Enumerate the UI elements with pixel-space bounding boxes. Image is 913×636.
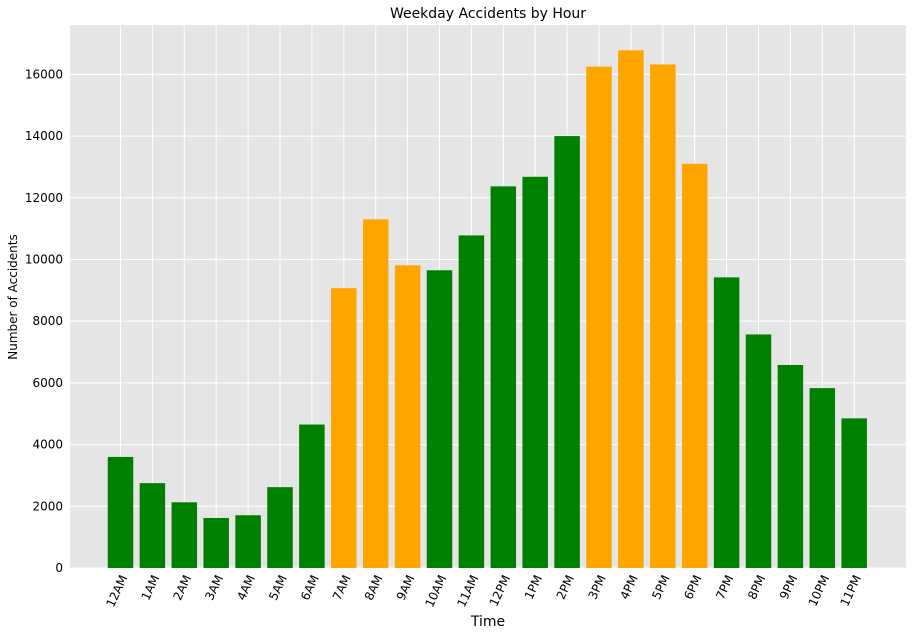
bar-10PM: [809, 388, 836, 568]
y-tick-label: 14000: [25, 129, 63, 143]
bar-5PM: [650, 64, 676, 568]
x-tick-label: 12PM: [487, 573, 514, 609]
bar-9AM: [394, 265, 421, 568]
x-tick-label: 11AM: [454, 573, 481, 610]
x-tick-label: 9AM: [394, 573, 418, 603]
x-tick-label: 6PM: [681, 573, 704, 602]
bar-6PM: [681, 163, 708, 569]
x-tick-label: 3AM: [202, 573, 226, 603]
x-tick-label: 7PM: [713, 573, 736, 602]
y-tick-label: 16000: [25, 67, 63, 81]
bar-8AM: [362, 219, 389, 568]
y-tick-label: 12000: [25, 191, 63, 205]
x-tick-label: 10AM: [422, 573, 449, 610]
y-tick-label: 8000: [32, 314, 63, 328]
bar-3PM: [586, 66, 612, 568]
y-tick-label: 4000: [32, 438, 63, 452]
bar-2PM: [554, 136, 580, 568]
x-tick-label: 7AM: [330, 573, 354, 603]
bar-2AM: [171, 502, 198, 568]
x-tick-label: 1PM: [522, 573, 545, 602]
bar-1AM: [139, 483, 166, 568]
bar-5AM: [267, 487, 293, 568]
bar-11PM: [841, 418, 867, 568]
x-tick-label: 2AM: [170, 573, 194, 603]
x-tick-label: 9PM: [777, 573, 800, 602]
x-tick-label: 6AM: [298, 573, 322, 603]
x-tick-label: 8AM: [362, 573, 386, 603]
x-tick-label: 2PM: [554, 573, 577, 602]
bars: [107, 50, 867, 569]
x-tick-label: 1AM: [139, 573, 163, 603]
x-axis-label: Time: [470, 614, 505, 630]
bar-10AM: [426, 270, 453, 568]
bar-8PM: [745, 334, 772, 568]
chart-title: Weekday Accidents by Hour: [390, 6, 586, 22]
bar-1PM: [522, 176, 548, 568]
bar-4AM: [235, 515, 261, 568]
y-tick-label: 2000: [32, 499, 63, 513]
x-tick-labels: 12AM 1AM 2AM 3AM 4AM 5AM 6AM 7AM 8AM 9AM 10AM 11AM 1…: [103, 573, 864, 610]
y-tick-label: 0: [55, 561, 63, 575]
x-tick-label: 10PM: [806, 573, 833, 609]
bar-4PM: [618, 50, 644, 568]
x-tick-label: 8PM: [745, 573, 768, 602]
x-tick-label: 3PM: [586, 573, 609, 602]
bar-6AM: [299, 424, 325, 568]
x-tick-label: 4PM: [617, 573, 640, 602]
x-tick-label: 5AM: [266, 573, 290, 603]
y-axis-label: Number of Accidents: [6, 234, 20, 360]
y-tick-label: 10000: [25, 252, 63, 266]
bar-3AM: [203, 518, 229, 568]
x-tick-label: 11PM: [838, 573, 865, 609]
bar-7PM: [713, 277, 740, 568]
x-tick-label: 4AM: [234, 573, 258, 603]
bar-11AM: [458, 235, 485, 568]
x-tick-label: 12AM: [103, 573, 130, 610]
bar-12AM: [107, 456, 134, 568]
y-tick-labels: 0 2000 4000 6000 8000 10000 12000 14000 16000: [25, 67, 63, 575]
bar-12PM: [490, 186, 517, 568]
y-tick-label: 6000: [32, 376, 63, 390]
bar-9PM: [777, 364, 804, 568]
bar-7AM: [331, 288, 357, 568]
x-tick-label: 5PM: [649, 573, 672, 602]
